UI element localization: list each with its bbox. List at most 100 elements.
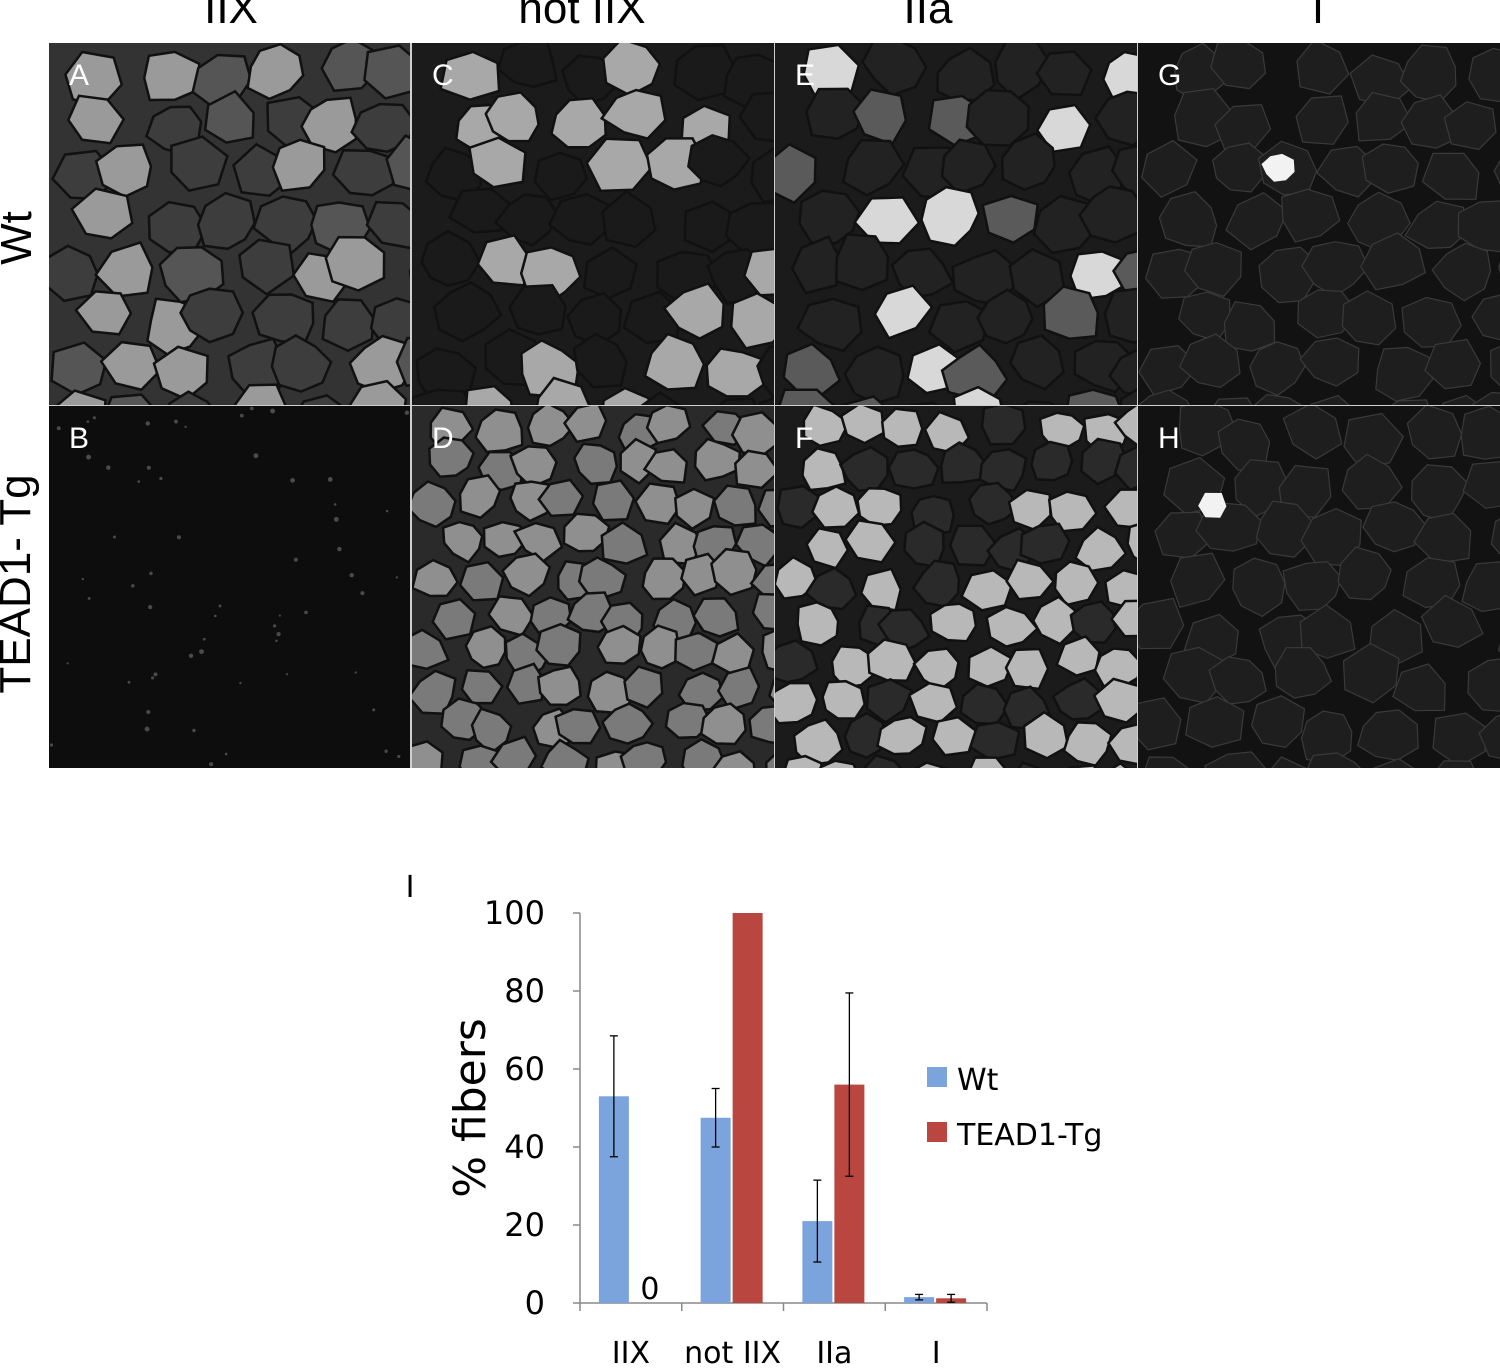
speckle [149,572,153,576]
speckle [276,632,280,636]
speckle [137,480,140,483]
muscle-fiber [1461,406,1500,459]
muscle-fiber [643,559,686,600]
speckle [151,676,154,679]
micrograph-panel-b: B [49,406,410,768]
speckle [304,611,308,615]
y-tick-label: 100 [484,894,545,932]
speckle [240,414,244,418]
muscle-fiber [882,409,922,447]
panel-letter: F [795,422,813,456]
speckle [225,753,228,756]
muscle-fiber [253,295,314,344]
micrograph-panel-e: E [775,43,1137,405]
speckle [219,605,222,608]
panel-letter: C [432,59,454,93]
speckle [146,710,150,714]
speckle [360,591,364,595]
speckle [334,503,337,506]
y-tick-label: 20 [504,1206,545,1244]
column-label-iix: IIX [81,0,381,34]
panel-letter: G [1158,59,1181,93]
micrograph-panel-d: D [412,406,774,768]
muscle-fiber [967,90,1029,145]
y-tick-label: 40 [504,1128,545,1166]
speckle [384,750,387,753]
x-tick-label: I [932,1336,941,1366]
y-axis-label: % fibers [445,1018,496,1198]
speckle [396,576,398,578]
x-tick-label: not IIX [684,1336,781,1366]
bar-tead1-tg-1 [733,913,763,1303]
muscle-fiber [823,681,865,718]
legend-swatch-1 [927,1122,947,1142]
muscle-fiber [836,234,888,290]
speckle [355,671,357,673]
speckle [273,624,276,627]
speckle [88,597,91,600]
speckle [113,535,116,538]
micrograph-panel-f: F [775,406,1137,768]
speckle [184,426,186,428]
x-tick-label: IIa [816,1336,852,1366]
speckle [131,584,134,587]
muscle-fiber [326,237,384,290]
speckle [199,649,204,654]
panel-letter: D [432,422,454,456]
micrograph-panel-c: C [412,43,774,405]
speckle [82,578,84,580]
speckle [214,615,217,618]
speckle [192,729,195,732]
speckle [334,517,339,522]
row-label-tead1-tg: TEAD1- Tg [0,464,41,704]
column-label-iia: IIa [778,0,1078,34]
panel-letter: B [69,422,89,456]
micrograph-panel-g: G [1138,43,1500,405]
muscle-fiber [930,604,976,642]
speckle [209,762,213,766]
speckle [286,673,288,675]
speckle [239,682,241,684]
speckle [189,654,193,658]
panel-letter: H [1158,422,1180,456]
muscle-fiber [982,406,1025,444]
speckle [372,708,375,711]
y-tick-label: 0 [525,1284,545,1322]
speckle [159,477,162,480]
micrograph-panel-a: A [49,43,410,405]
speckle [128,681,131,684]
muscle-fiber [798,602,839,645]
muscle-fiber [1031,442,1072,480]
speckle [57,426,61,430]
y-tick-label: 60 [504,1050,545,1088]
speckle [328,477,333,482]
panel-letter: A [69,59,89,93]
speckle [147,466,151,470]
speckle [148,605,152,609]
row-label-wt: Wt [0,183,42,293]
speckle [350,573,354,577]
legend-swatch-0 [927,1067,947,1087]
chart-panel-letter: I [406,870,415,905]
speckle [106,465,110,469]
panel-letter: E [795,59,815,93]
speckle [146,421,150,425]
speckle [174,420,178,424]
speckle [250,407,254,411]
muscle-fiber [1006,649,1048,689]
x-tick-label: IIX [612,1336,650,1366]
speckle [270,409,275,414]
speckle [397,755,400,758]
speckle [253,453,258,458]
speckle [386,510,388,512]
legend-label-0: Wt [957,1063,999,1098]
speckle [153,672,157,676]
speckle [405,411,409,415]
muscle-fiber [144,52,199,100]
speckle [93,416,96,419]
speckle [294,558,298,562]
speckle [279,614,281,616]
column-label-i: I [1168,0,1468,34]
